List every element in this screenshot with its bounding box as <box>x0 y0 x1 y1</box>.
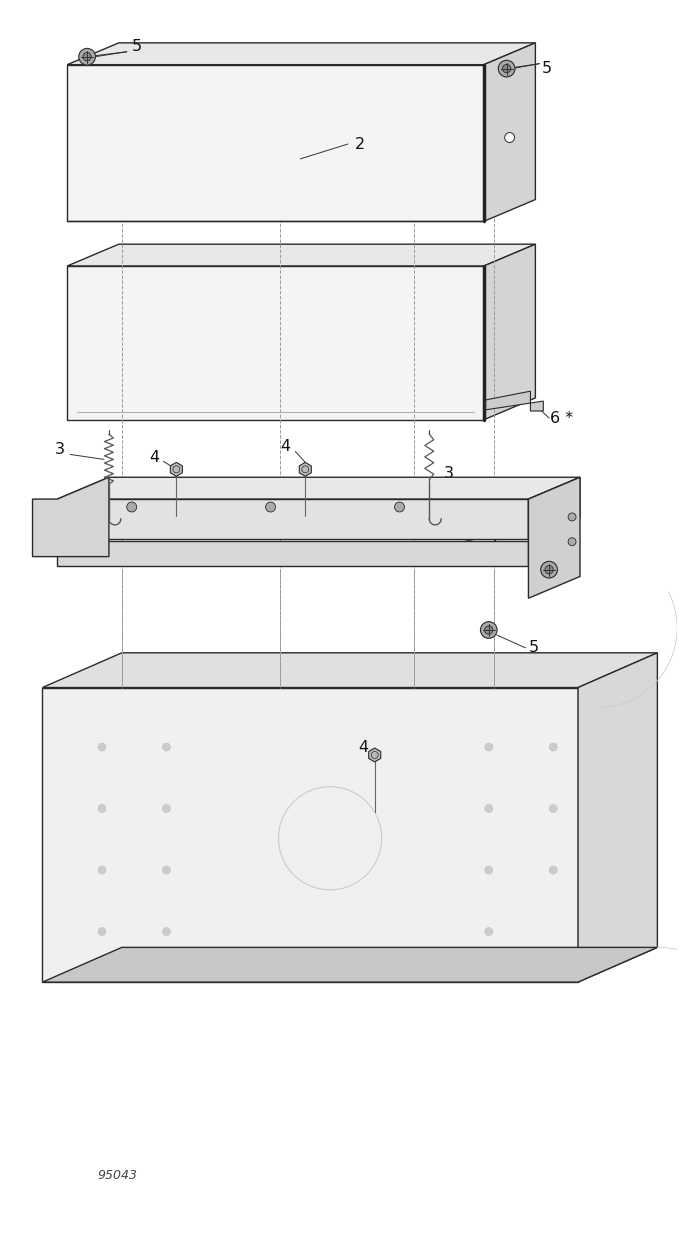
Circle shape <box>98 805 106 813</box>
Circle shape <box>394 501 405 512</box>
Text: 95043: 95043 <box>97 1169 137 1182</box>
Circle shape <box>549 866 557 874</box>
Polygon shape <box>57 499 528 539</box>
Polygon shape <box>578 653 658 982</box>
Polygon shape <box>483 43 535 222</box>
Text: 6 *: 6 * <box>550 411 573 426</box>
Polygon shape <box>67 244 535 266</box>
Circle shape <box>503 64 511 73</box>
Circle shape <box>98 927 106 935</box>
Polygon shape <box>299 462 311 476</box>
Polygon shape <box>483 244 535 420</box>
Circle shape <box>163 805 171 813</box>
Circle shape <box>485 866 493 874</box>
Text: 3: 3 <box>444 466 454 481</box>
Polygon shape <box>528 478 580 539</box>
Circle shape <box>163 866 171 874</box>
Polygon shape <box>170 462 182 476</box>
Circle shape <box>485 626 493 634</box>
Polygon shape <box>67 266 483 420</box>
Circle shape <box>98 866 106 874</box>
Circle shape <box>498 60 515 77</box>
Text: 3: 3 <box>54 442 65 457</box>
Circle shape <box>83 53 91 60</box>
Circle shape <box>266 501 275 512</box>
Text: 5: 5 <box>528 640 539 655</box>
Circle shape <box>163 927 171 935</box>
Polygon shape <box>57 541 528 566</box>
Text: 5: 5 <box>541 62 551 76</box>
Circle shape <box>481 621 497 639</box>
Polygon shape <box>42 653 658 688</box>
Circle shape <box>126 501 137 512</box>
Circle shape <box>545 566 554 573</box>
Circle shape <box>568 538 576 546</box>
Circle shape <box>549 743 557 751</box>
Polygon shape <box>67 64 483 222</box>
Circle shape <box>98 743 106 751</box>
Polygon shape <box>42 688 578 982</box>
Circle shape <box>549 805 557 813</box>
Circle shape <box>505 132 515 142</box>
Polygon shape <box>57 478 580 499</box>
Polygon shape <box>67 43 535 64</box>
Text: 2: 2 <box>355 136 365 151</box>
Polygon shape <box>42 948 658 982</box>
Circle shape <box>541 562 558 578</box>
Text: 4: 4 <box>280 438 290 454</box>
Circle shape <box>79 48 95 66</box>
Polygon shape <box>486 391 543 411</box>
Circle shape <box>485 805 493 813</box>
Polygon shape <box>528 478 580 598</box>
Text: 1: 1 <box>489 533 499 548</box>
Circle shape <box>163 743 171 751</box>
Circle shape <box>568 513 576 520</box>
Text: 5: 5 <box>132 39 142 54</box>
Polygon shape <box>369 748 381 762</box>
Polygon shape <box>33 478 109 557</box>
Text: 4: 4 <box>150 450 160 465</box>
Circle shape <box>485 927 493 935</box>
Text: 4: 4 <box>358 740 368 755</box>
Circle shape <box>485 743 493 751</box>
